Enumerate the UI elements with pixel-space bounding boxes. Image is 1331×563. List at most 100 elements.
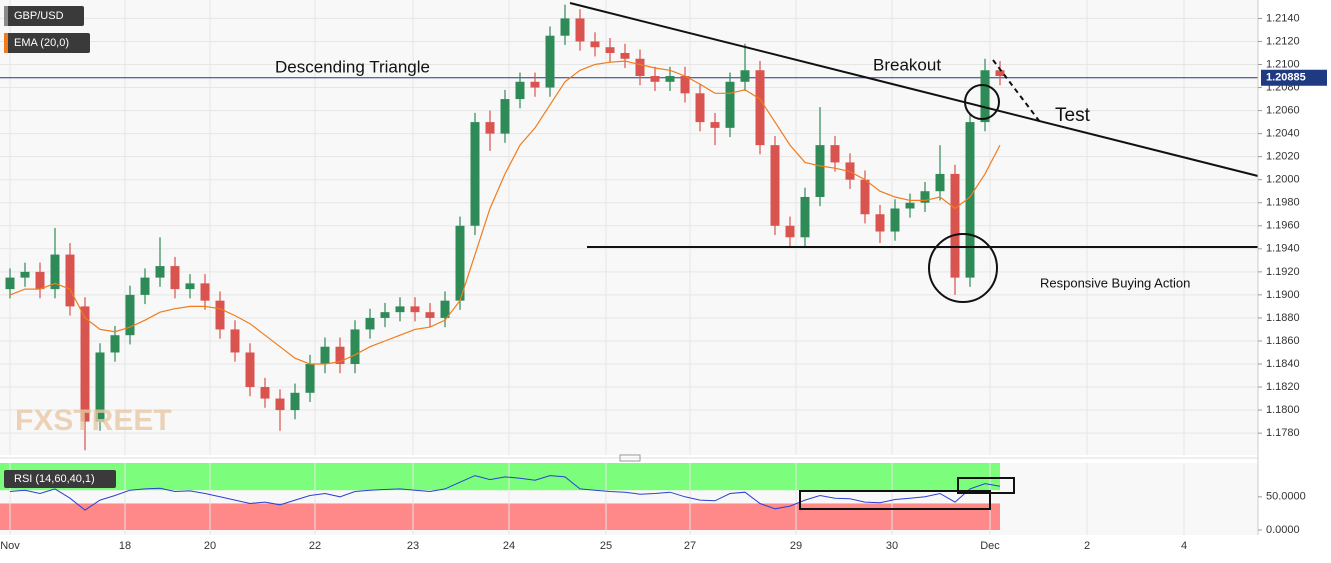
candle-body (785, 225, 795, 238)
candle-body (455, 225, 465, 301)
legend-label: GBP/USD (14, 10, 64, 22)
candle-body (395, 306, 405, 313)
annotation: Responsive Buying Action (1040, 275, 1190, 290)
candle-body (605, 47, 615, 53)
candle-body (560, 18, 570, 36)
candle-body (50, 254, 60, 290)
y-tick-label: 1.1780 (1266, 427, 1300, 439)
legend-label: EMA (20,0) (14, 37, 69, 49)
candle-body (245, 352, 255, 388)
candle-body (590, 41, 600, 48)
x-tick-label: Nov (0, 540, 20, 552)
x-tick-label: 24 (503, 540, 515, 552)
candle-body (80, 306, 90, 422)
legend-box (4, 6, 84, 26)
test-line (992, 59, 1041, 123)
y-tick-label: 1.2140 (1266, 12, 1300, 24)
x-tick-label: 22 (309, 540, 321, 552)
candle-body (485, 122, 495, 134)
candle-body (755, 70, 765, 146)
candle-body (5, 277, 15, 290)
y-tick-label: 1.2060 (1266, 104, 1300, 116)
candle-body (320, 346, 330, 364)
x-tick-label: 23 (407, 540, 419, 552)
candle-body (365, 317, 375, 330)
candle-body (500, 99, 510, 134)
y-tick-label: 1.1960 (1266, 220, 1300, 232)
last-price-label: 1.20885 (1266, 72, 1306, 84)
candle-body (110, 335, 120, 353)
candle-body (20, 271, 30, 278)
breakout-circle (964, 84, 1000, 120)
y-tick-label: 1.1940 (1266, 243, 1300, 255)
candle-body (305, 364, 315, 393)
x-tick-label: 2 (1084, 540, 1090, 552)
y-tick-label: 1.1840 (1266, 358, 1300, 370)
candle-body (95, 352, 105, 422)
candle-body (680, 76, 690, 94)
buying-circle (928, 233, 998, 303)
x-tick-label: 25 (600, 540, 612, 552)
watermark: FXSTREET (15, 404, 172, 437)
rsi-overbought-band (0, 463, 1000, 491)
candle-body (830, 145, 840, 163)
candle-body (620, 52, 630, 59)
last-price-box (1261, 69, 1327, 86)
y-tick-label: 1.1900 (1266, 289, 1300, 301)
candle-body (650, 76, 660, 82)
legend-swatch (4, 6, 8, 26)
trend-line (569, 2, 1259, 177)
candle-body (905, 202, 915, 209)
x-tick-label: 20 (204, 540, 216, 552)
candle-body (860, 179, 870, 215)
candle-body (155, 266, 165, 278)
rsi-tick-label: 0.0000 (1266, 524, 1300, 536)
annotation: Descending Triangle (275, 57, 430, 76)
candle-body (920, 191, 930, 203)
candle-body (515, 81, 525, 100)
candle-body (140, 277, 150, 295)
rsi-box (957, 477, 1015, 494)
x-tick-label: 18 (119, 540, 131, 552)
x-tick-label: 27 (684, 540, 696, 552)
candle-body (425, 312, 435, 318)
y-tick-label: 1.1920 (1266, 266, 1300, 278)
y-tick-label: 1.2120 (1266, 35, 1300, 47)
x-tick-label: 29 (790, 540, 802, 552)
x-tick-label: Dec (980, 540, 1000, 552)
candle-body (35, 271, 45, 290)
candle-body (815, 145, 825, 197)
rsi-tick-label: 50.0000 (1266, 491, 1306, 503)
candle-body (935, 173, 945, 192)
candle-body (470, 122, 480, 226)
candle-body (65, 254, 75, 307)
y-tick-label: 1.1820 (1266, 381, 1300, 393)
pane-handle[interactable] (619, 454, 641, 462)
y-tick-label: 1.1980 (1266, 197, 1300, 209)
candle-body (710, 122, 720, 128)
candle-body (335, 346, 345, 364)
candle-body (800, 196, 810, 238)
candle-body (290, 392, 300, 411)
y-tick-label: 1.2020 (1266, 151, 1300, 163)
candle-body (230, 329, 240, 353)
candle-body (875, 214, 885, 232)
candle-body (665, 76, 675, 82)
candle-body (410, 306, 420, 313)
candle-body (575, 18, 585, 42)
rsi-box (799, 490, 991, 510)
candle-body (695, 93, 705, 123)
y-tick-label: 1.2000 (1266, 174, 1300, 186)
y-tick-label: 1.1800 (1266, 404, 1300, 416)
candle-body (260, 387, 270, 399)
candle-body (380, 312, 390, 318)
candle-body (770, 145, 780, 226)
candle-body (965, 122, 975, 278)
annotation: Breakout (873, 55, 941, 74)
candle-body (200, 283, 210, 301)
candle-body (440, 300, 450, 318)
candle-body (950, 173, 960, 278)
rsi-oversold-band (0, 503, 1000, 530)
candle-body (530, 81, 540, 88)
